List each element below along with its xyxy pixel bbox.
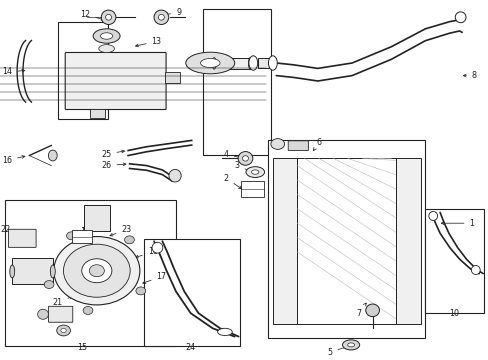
Text: 1: 1 bbox=[440, 219, 473, 228]
Ellipse shape bbox=[238, 152, 252, 165]
Text: 7: 7 bbox=[355, 303, 366, 318]
Text: 16: 16 bbox=[2, 156, 25, 165]
Ellipse shape bbox=[50, 265, 55, 278]
Ellipse shape bbox=[200, 58, 220, 68]
Ellipse shape bbox=[101, 10, 116, 24]
Bar bbox=[214, 58, 250, 69]
Text: 11: 11 bbox=[82, 62, 92, 71]
Ellipse shape bbox=[270, 139, 284, 149]
Bar bbox=[272, 158, 297, 324]
Text: 25: 25 bbox=[101, 150, 124, 158]
Ellipse shape bbox=[48, 150, 57, 161]
Ellipse shape bbox=[44, 280, 54, 288]
Text: 22: 22 bbox=[0, 225, 23, 234]
Bar bbox=[203, 9, 271, 155]
Bar bbox=[240, 181, 264, 197]
Ellipse shape bbox=[63, 244, 130, 297]
Text: 14: 14 bbox=[2, 68, 25, 77]
Text: 6: 6 bbox=[313, 138, 321, 150]
Text: 4: 4 bbox=[224, 150, 242, 159]
Text: 12: 12 bbox=[80, 10, 104, 21]
Bar bbox=[395, 158, 420, 324]
FancyBboxPatch shape bbox=[65, 53, 166, 109]
Ellipse shape bbox=[342, 340, 359, 350]
Bar bbox=[267, 140, 425, 338]
Text: 20: 20 bbox=[87, 244, 97, 253]
Bar bbox=[72, 230, 92, 243]
Bar bbox=[257, 58, 270, 68]
Text: 10: 10 bbox=[448, 309, 458, 318]
Text: 2: 2 bbox=[224, 174, 241, 189]
Ellipse shape bbox=[61, 328, 66, 333]
Ellipse shape bbox=[89, 265, 104, 277]
Ellipse shape bbox=[248, 58, 252, 69]
FancyBboxPatch shape bbox=[8, 229, 36, 247]
Bar bbox=[297, 158, 395, 324]
Ellipse shape bbox=[152, 242, 163, 253]
Ellipse shape bbox=[99, 45, 114, 53]
Text: 13: 13 bbox=[135, 37, 161, 47]
Text: 21: 21 bbox=[52, 296, 72, 307]
Bar bbox=[5, 200, 176, 346]
Ellipse shape bbox=[93, 29, 120, 43]
Ellipse shape bbox=[83, 306, 93, 314]
Bar bbox=[58, 22, 107, 119]
Ellipse shape bbox=[57, 325, 70, 336]
FancyBboxPatch shape bbox=[48, 306, 73, 322]
Ellipse shape bbox=[242, 156, 248, 161]
Text: 19: 19 bbox=[81, 227, 90, 236]
Ellipse shape bbox=[136, 287, 145, 295]
Ellipse shape bbox=[347, 343, 354, 347]
Ellipse shape bbox=[470, 266, 479, 274]
Ellipse shape bbox=[81, 259, 112, 283]
Ellipse shape bbox=[54, 237, 140, 305]
Bar bbox=[165, 72, 180, 83]
Ellipse shape bbox=[168, 169, 181, 182]
Ellipse shape bbox=[248, 56, 257, 70]
Ellipse shape bbox=[217, 328, 232, 336]
Text: 5: 5 bbox=[327, 346, 347, 356]
Ellipse shape bbox=[454, 12, 465, 23]
Bar bbox=[84, 205, 110, 231]
Bar bbox=[425, 209, 483, 313]
Ellipse shape bbox=[251, 170, 259, 174]
FancyBboxPatch shape bbox=[287, 141, 308, 150]
Ellipse shape bbox=[101, 33, 112, 39]
Text: 26: 26 bbox=[101, 161, 126, 170]
Ellipse shape bbox=[10, 265, 15, 278]
Bar bbox=[12, 258, 53, 284]
Bar bbox=[144, 239, 239, 346]
Text: 15: 15 bbox=[77, 343, 87, 352]
Ellipse shape bbox=[154, 10, 168, 24]
Ellipse shape bbox=[268, 56, 277, 70]
Ellipse shape bbox=[38, 309, 48, 319]
Text: 18: 18 bbox=[135, 248, 157, 258]
Ellipse shape bbox=[66, 232, 76, 240]
Ellipse shape bbox=[365, 304, 379, 317]
Ellipse shape bbox=[428, 211, 437, 220]
Ellipse shape bbox=[185, 52, 234, 74]
Text: 9: 9 bbox=[164, 8, 181, 17]
Text: 8: 8 bbox=[462, 71, 476, 80]
Ellipse shape bbox=[212, 58, 216, 69]
Text: 17: 17 bbox=[142, 272, 166, 284]
Text: 3: 3 bbox=[234, 161, 250, 172]
Text: 24: 24 bbox=[185, 343, 195, 352]
Bar bbox=[90, 109, 105, 118]
Ellipse shape bbox=[158, 14, 164, 20]
Ellipse shape bbox=[245, 167, 264, 177]
Text: 23: 23 bbox=[110, 225, 131, 236]
Ellipse shape bbox=[105, 14, 111, 20]
Ellipse shape bbox=[124, 236, 134, 244]
